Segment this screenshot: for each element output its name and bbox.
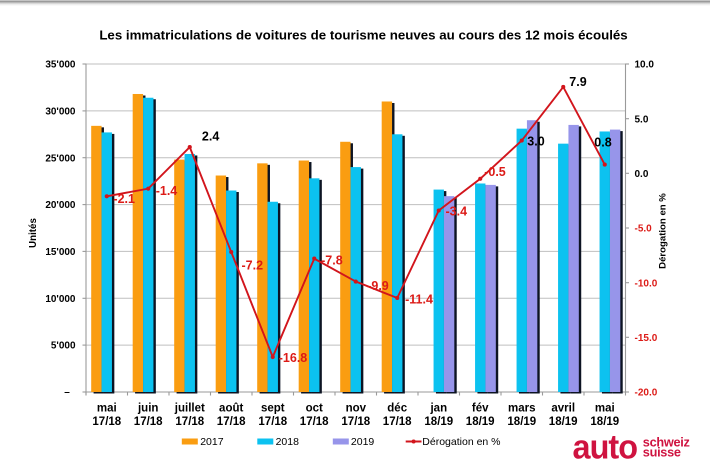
svg-text:17/18: 17/18 — [217, 416, 246, 428]
svg-text:juin: juin — [137, 402, 158, 414]
svg-text:17/18: 17/18 — [300, 416, 329, 428]
svg-text:-11.4: -11.4 — [405, 293, 433, 307]
svg-text:-9.9: -9.9 — [367, 279, 389, 293]
svg-text:15'000: 15'000 — [45, 247, 76, 258]
svg-text:0.8: 0.8 — [594, 135, 611, 149]
svg-text:7.9: 7.9 — [569, 75, 586, 89]
svg-text:5.0: 5.0 — [635, 114, 649, 125]
svg-text:schweiz: schweiz — [643, 434, 690, 449]
svg-text:mai: mai — [97, 402, 117, 414]
svg-text:-1.4: -1.4 — [156, 184, 178, 198]
svg-text:10.0: 10.0 — [635, 60, 655, 71]
svg-text:auto: auto — [573, 429, 638, 467]
svg-text:-5.0: -5.0 — [635, 224, 653, 235]
svg-text:Dérogation en %: Dérogation en % — [658, 193, 669, 269]
svg-text:17/18: 17/18 — [92, 416, 121, 428]
svg-text:18/19: 18/19 — [549, 416, 578, 428]
svg-text:17/18: 17/18 — [134, 416, 163, 428]
svg-text:-16.8: -16.8 — [279, 351, 308, 365]
svg-text:mars: mars — [508, 402, 536, 414]
svg-text:3.0: 3.0 — [527, 134, 544, 148]
svg-text:–: – — [64, 387, 70, 398]
svg-text:18/19: 18/19 — [424, 416, 453, 428]
svg-text:-15.0: -15.0 — [635, 333, 658, 344]
svg-text:2017: 2017 — [200, 436, 224, 448]
svg-text:Les immatriculations de voitur: Les immatriculations de voitures de tour… — [99, 28, 627, 43]
svg-text:35'000: 35'000 — [45, 60, 76, 71]
svg-text:2.4: 2.4 — [202, 130, 219, 144]
svg-text:-20.0: -20.0 — [635, 388, 658, 399]
svg-text:-7.2: -7.2 — [242, 258, 264, 272]
svg-text:avril: avril — [551, 402, 575, 414]
svg-text:18/19: 18/19 — [590, 416, 619, 428]
svg-text:suisse: suisse — [643, 444, 681, 459]
svg-text:-0.5: -0.5 — [484, 165, 506, 179]
svg-text:déc: déc — [387, 402, 407, 414]
svg-text:18/19: 18/19 — [466, 416, 495, 428]
svg-text:17/18: 17/18 — [383, 416, 412, 428]
svg-text:17/18: 17/18 — [341, 416, 370, 428]
svg-text:-3.4: -3.4 — [446, 204, 468, 218]
svg-text:25'000: 25'000 — [45, 153, 76, 164]
svg-text:2018: 2018 — [276, 436, 300, 448]
svg-text:17/18: 17/18 — [258, 416, 287, 428]
svg-text:oct: oct — [306, 402, 323, 414]
svg-text:17/18: 17/18 — [175, 416, 204, 428]
svg-text:sept: sept — [261, 402, 285, 414]
svg-text:fév: fév — [472, 402, 489, 414]
svg-text:nov: nov — [346, 402, 367, 414]
svg-text:mai: mai — [595, 402, 615, 414]
svg-text:10'000: 10'000 — [45, 294, 76, 305]
svg-text:18/19: 18/19 — [507, 416, 536, 428]
svg-text:Dérogation en %: Dérogation en % — [422, 436, 500, 448]
svg-text:Unités: Unités — [28, 217, 39, 247]
svg-text:0.0: 0.0 — [635, 169, 649, 180]
svg-text:juillet: juillet — [174, 402, 205, 414]
svg-text:-7.8: -7.8 — [321, 254, 343, 268]
svg-text:20'000: 20'000 — [45, 200, 76, 211]
svg-text:-2.1: -2.1 — [113, 192, 135, 206]
svg-text:-10.0: -10.0 — [635, 278, 658, 289]
svg-text:2019: 2019 — [351, 436, 375, 448]
svg-text:jan: jan — [429, 402, 447, 414]
svg-text:août: août — [219, 402, 243, 414]
svg-text:5'000: 5'000 — [51, 341, 76, 352]
svg-text:30'000: 30'000 — [45, 107, 76, 118]
